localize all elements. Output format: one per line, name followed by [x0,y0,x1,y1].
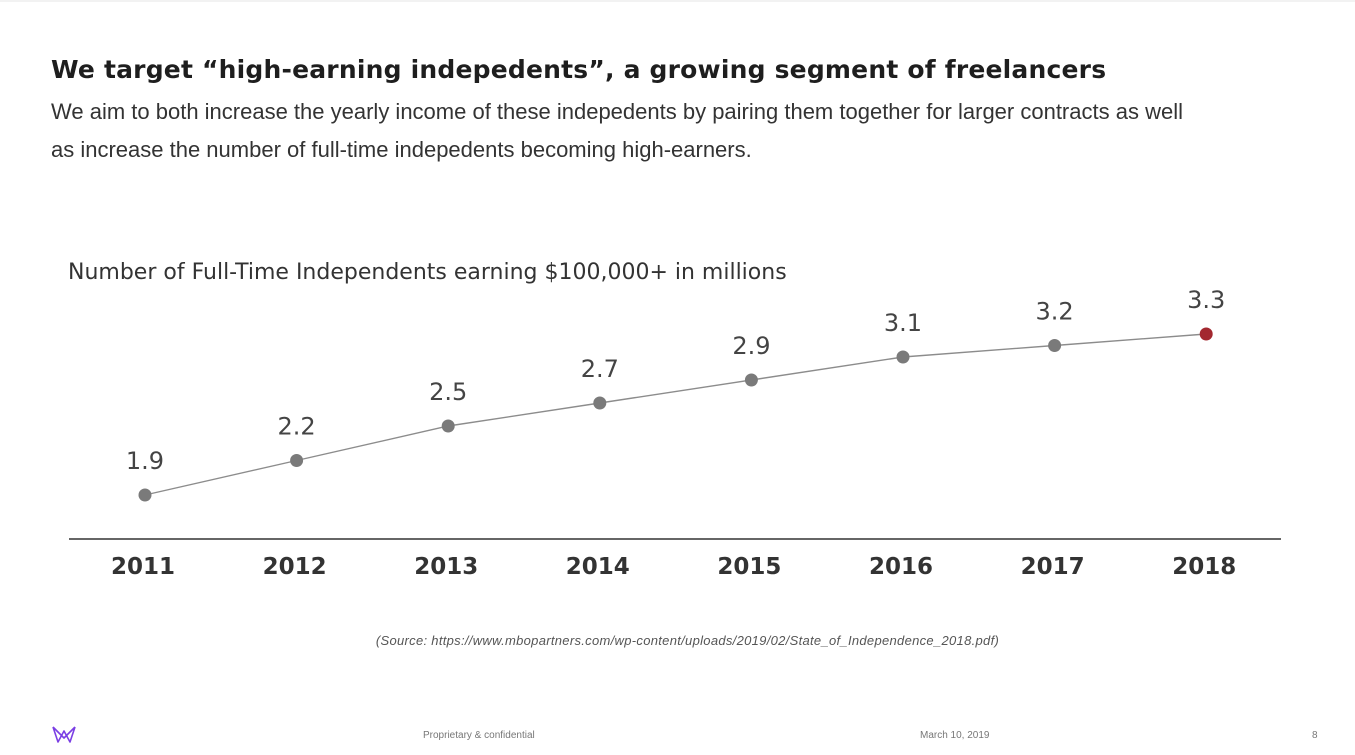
data-label-2011: 1.9 [126,447,164,475]
data-point-2016 [896,350,910,364]
page-number: 8 [1312,730,1318,741]
x-tick-label-2014: 2014 [566,554,630,580]
x-tick-label-2011: 2011 [111,554,175,580]
series-line [144,333,1207,496]
data-point-2013 [441,419,455,433]
data-point-2018 [1199,327,1213,341]
x-tick-label-2012: 2012 [263,554,327,580]
footer-date: March 10, 2019 [920,730,990,741]
data-point-2011 [138,488,152,502]
data-point-2017 [1048,339,1062,352]
data-point-2012 [290,454,304,467]
chart-title: Number of Full-Time Independents earning… [68,260,787,285]
data-label-2016: 3.1 [884,309,922,337]
chart-marks: 1.9 2011 2.2 2012 2.5 2013 2.7 2014 2.9 2015 3.1 20… [69,286,1281,580]
data-label-2013: 2.5 [429,378,467,406]
data-label-2012: 2.2 [278,413,316,441]
top-rule [0,0,1355,2]
slide-title: We target “high-earning indepedents”, a … [51,55,1107,84]
slide-subtitle: We aim to both increase the yearly incom… [51,99,1183,162]
footer-confidential: Proprietary & confidential [423,730,535,741]
x-tick-label-2013: 2013 [414,554,478,580]
data-point-2015 [744,373,758,387]
source-citation: (Source: https://www.mbopartners.com/wp-… [375,633,1000,648]
x-tick-label-2017: 2017 [1021,554,1085,580]
x-tick-label-2018: 2018 [1172,554,1236,580]
data-label-2017: 3.2 [1036,298,1074,326]
x-tick-label-2015: 2015 [717,554,781,580]
data-label-2015: 2.9 [732,332,770,360]
x-tick-label-2016: 2016 [869,554,933,580]
data-label-2018: 3.3 [1187,286,1225,314]
data-label-2014: 2.7 [581,355,619,383]
data-point-2014 [593,396,607,410]
m-logo-icon [52,726,76,743]
